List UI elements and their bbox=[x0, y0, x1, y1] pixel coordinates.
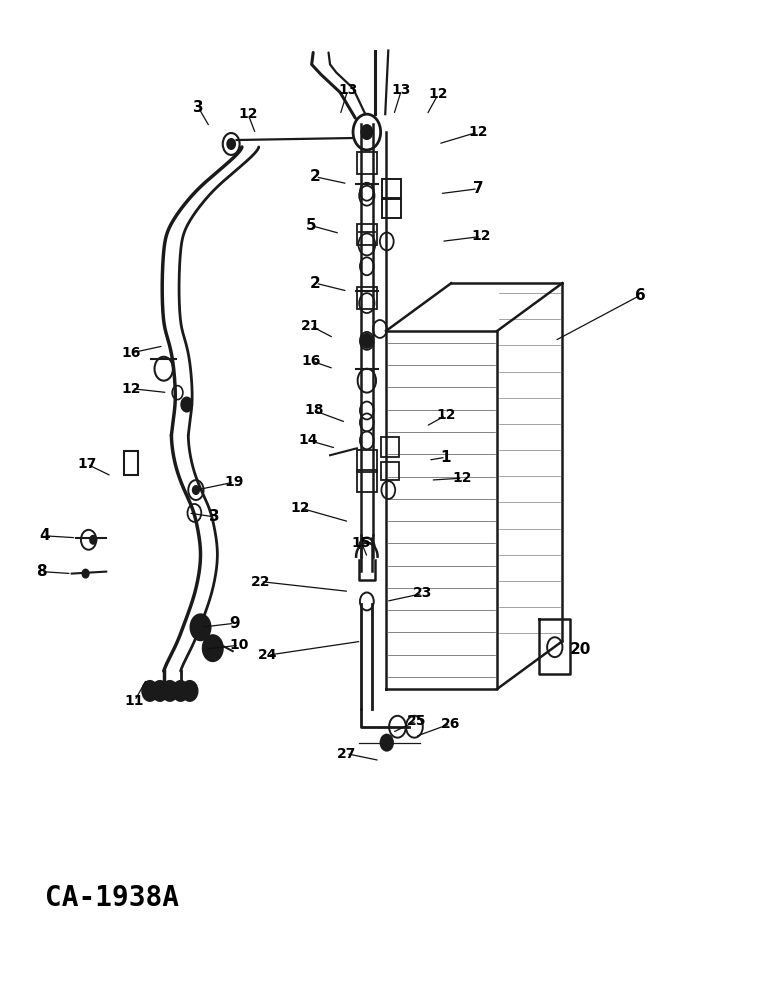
Circle shape bbox=[191, 614, 211, 640]
Text: 3: 3 bbox=[209, 509, 219, 524]
Circle shape bbox=[162, 681, 178, 701]
Text: 23: 23 bbox=[413, 586, 432, 600]
Text: 2: 2 bbox=[310, 169, 321, 184]
Text: 10: 10 bbox=[229, 638, 249, 652]
Text: 24: 24 bbox=[258, 648, 278, 662]
Text: 16: 16 bbox=[122, 346, 141, 360]
Text: 19: 19 bbox=[225, 475, 244, 489]
Circle shape bbox=[83, 570, 89, 578]
Text: 6: 6 bbox=[635, 288, 646, 303]
Circle shape bbox=[182, 681, 198, 701]
Text: 26: 26 bbox=[441, 717, 460, 731]
Bar bbox=[124, 451, 137, 475]
Bar bbox=[381, 462, 399, 480]
Text: 7: 7 bbox=[472, 181, 483, 196]
Text: 3: 3 bbox=[193, 100, 204, 115]
Bar bbox=[357, 287, 377, 309]
Text: 20: 20 bbox=[570, 642, 591, 657]
Circle shape bbox=[381, 735, 393, 751]
Text: 17: 17 bbox=[77, 457, 96, 471]
Text: 25: 25 bbox=[407, 714, 426, 728]
Text: 12: 12 bbox=[436, 408, 455, 422]
Text: 27: 27 bbox=[337, 747, 356, 761]
Text: 12: 12 bbox=[471, 229, 491, 243]
Circle shape bbox=[361, 125, 372, 139]
Text: CA-1938A: CA-1938A bbox=[45, 884, 179, 912]
Circle shape bbox=[90, 536, 96, 544]
Text: 18: 18 bbox=[304, 403, 323, 418]
Text: 12: 12 bbox=[122, 382, 141, 396]
Circle shape bbox=[181, 398, 192, 411]
Bar bbox=[382, 198, 401, 218]
Text: 11: 11 bbox=[125, 694, 144, 708]
Text: 9: 9 bbox=[229, 616, 239, 631]
Bar bbox=[357, 152, 377, 174]
Bar bbox=[381, 437, 399, 457]
Circle shape bbox=[193, 486, 199, 494]
Text: 12: 12 bbox=[239, 107, 258, 121]
Text: 16: 16 bbox=[301, 354, 320, 368]
Circle shape bbox=[203, 635, 223, 661]
Circle shape bbox=[173, 681, 188, 701]
Text: 13: 13 bbox=[338, 83, 357, 97]
Bar bbox=[357, 450, 377, 472]
Text: 8: 8 bbox=[36, 564, 46, 579]
Text: 12: 12 bbox=[290, 501, 310, 515]
Text: 21: 21 bbox=[301, 319, 320, 333]
Bar bbox=[382, 179, 401, 199]
Text: 4: 4 bbox=[39, 528, 49, 543]
Text: 12: 12 bbox=[469, 125, 488, 139]
Circle shape bbox=[142, 681, 157, 701]
Text: 14: 14 bbox=[299, 433, 318, 447]
Text: 12: 12 bbox=[453, 471, 472, 485]
Text: 5: 5 bbox=[306, 218, 317, 233]
Text: 1: 1 bbox=[441, 450, 451, 465]
Text: 12: 12 bbox=[428, 87, 448, 101]
Circle shape bbox=[361, 334, 372, 348]
Circle shape bbox=[227, 139, 235, 149]
Bar bbox=[357, 470, 377, 492]
Bar bbox=[357, 224, 377, 245]
Text: 15: 15 bbox=[352, 536, 371, 550]
Text: 2: 2 bbox=[310, 276, 321, 291]
Text: 22: 22 bbox=[251, 575, 270, 589]
Circle shape bbox=[152, 681, 168, 701]
Text: 13: 13 bbox=[391, 83, 411, 97]
